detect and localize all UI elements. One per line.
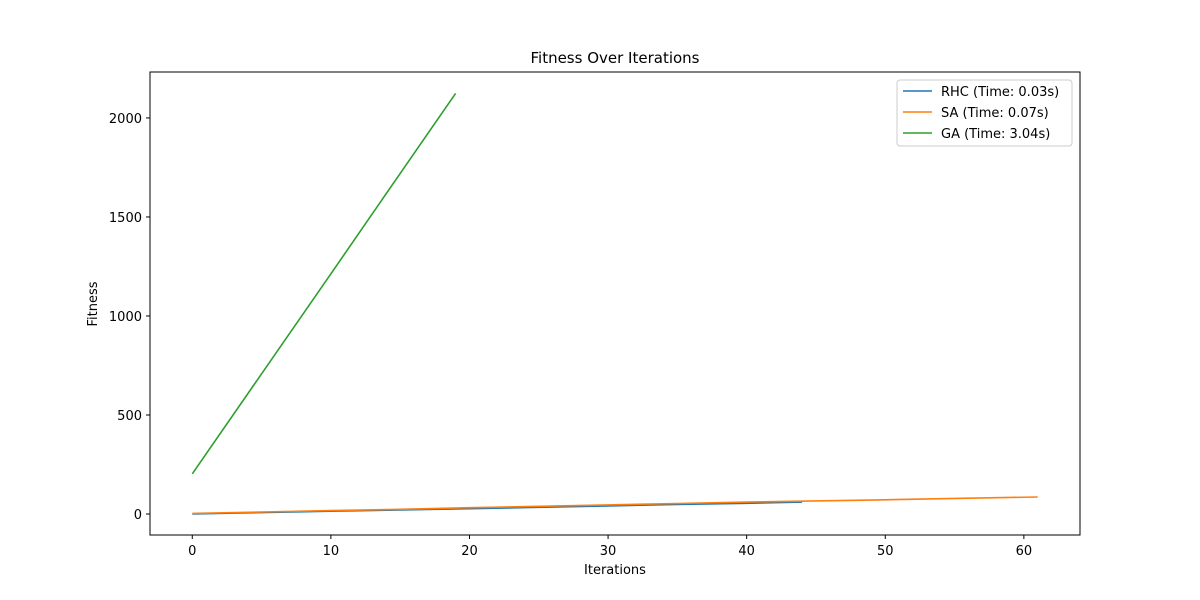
plot-frame: [149, 71, 1081, 536]
chart-title: Fitness Over Iterations: [530, 49, 699, 67]
y-tick-label: 0: [134, 508, 142, 523]
x-tick-label: 40: [738, 544, 755, 559]
y-tick-label: 1000: [109, 310, 142, 325]
y-tick-label: 1500: [109, 211, 142, 226]
legend-label-rhc: RHC (Time: 0.03s): [941, 85, 1059, 100]
x-tick-label: 50: [877, 544, 894, 559]
series-line-ga: [191, 92, 457, 475]
legend-box: [896, 79, 1073, 147]
x-tick-label: 30: [600, 544, 617, 559]
legend-label-sa: SA (Time: 0.07s): [941, 106, 1049, 121]
x-tick-label: 60: [1016, 544, 1033, 559]
y-tick-label: 2000: [109, 112, 142, 127]
x-tick-label: 10: [323, 544, 340, 559]
y-axis-label: Fitness: [86, 281, 101, 326]
legend-entries: RHC (Time: 0.03s) SA (Time: 0.07s) GA (Tim…: [903, 85, 1059, 142]
x-tick-label: 0: [188, 544, 196, 559]
series-layer: [191, 92, 1038, 515]
series-line-sa: [192, 496, 1038, 515]
ticks-layer: 0 10 20 30 40 50 60 0 500 1000 1500 2000: [109, 112, 1032, 559]
y-tick-label: 500: [117, 409, 142, 424]
x-tick-label: 20: [461, 544, 478, 559]
legend: RHC (Time: 0.03s) SA (Time: 0.07s) GA (Tim…: [896, 79, 1073, 147]
x-axis-label: Iterations: [584, 563, 646, 578]
legend-label-ga: GA (Time: 3.04s): [941, 127, 1050, 142]
